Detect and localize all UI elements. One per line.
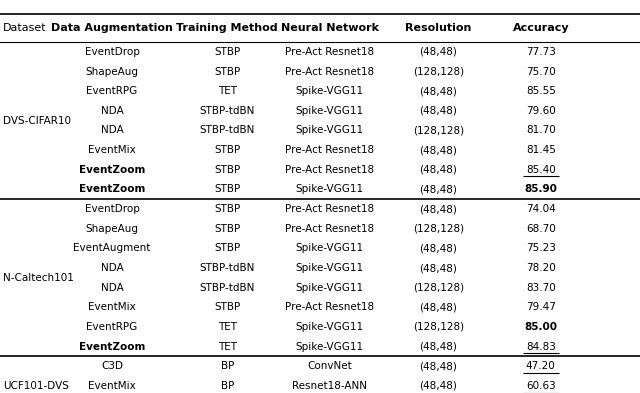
Text: 85.90: 85.90 xyxy=(524,184,557,195)
Text: STBP: STBP xyxy=(214,145,241,155)
Text: EventDrop: EventDrop xyxy=(84,204,140,214)
Text: ConvNet: ConvNet xyxy=(307,361,352,371)
Text: 68.70: 68.70 xyxy=(526,224,556,234)
Text: UCF101-DVS: UCF101-DVS xyxy=(3,381,69,391)
Text: EventDrop: EventDrop xyxy=(84,47,140,57)
Text: Neural Network: Neural Network xyxy=(280,23,379,33)
Text: EventRPG: EventRPG xyxy=(86,86,138,96)
Text: BP: BP xyxy=(221,361,234,371)
Text: Pre-Act Resnet18: Pre-Act Resnet18 xyxy=(285,47,374,57)
Text: Spike-VGG11: Spike-VGG11 xyxy=(296,283,364,293)
Text: EventAugment: EventAugment xyxy=(74,243,150,253)
Text: (128,128): (128,128) xyxy=(413,322,464,332)
Text: Training Method: Training Method xyxy=(177,23,278,33)
Text: Spike-VGG11: Spike-VGG11 xyxy=(296,342,364,352)
Text: DVS-CIFAR10: DVS-CIFAR10 xyxy=(3,116,71,126)
Text: 79.47: 79.47 xyxy=(526,302,556,312)
Text: Spike-VGG11: Spike-VGG11 xyxy=(296,184,364,195)
Text: Resnet18-ANN: Resnet18-ANN xyxy=(292,381,367,391)
Text: 79.60: 79.60 xyxy=(526,106,556,116)
Text: NDA: NDA xyxy=(100,125,124,136)
Text: 75.70: 75.70 xyxy=(526,66,556,77)
Text: (48,48): (48,48) xyxy=(419,381,458,391)
Text: STBP: STBP xyxy=(214,204,241,214)
Text: (48,48): (48,48) xyxy=(419,263,458,273)
Text: Dataset: Dataset xyxy=(3,23,47,33)
Text: (128,128): (128,128) xyxy=(413,66,464,77)
Text: BP: BP xyxy=(221,381,234,391)
Text: Pre-Act Resnet18: Pre-Act Resnet18 xyxy=(285,302,374,312)
Text: STBP-tdBN: STBP-tdBN xyxy=(200,125,255,136)
Text: STBP: STBP xyxy=(214,302,241,312)
Text: STBP: STBP xyxy=(214,184,241,195)
Text: (48,48): (48,48) xyxy=(419,184,458,195)
Text: (128,128): (128,128) xyxy=(413,224,464,234)
Text: TET: TET xyxy=(218,322,237,332)
Text: STBP-tdBN: STBP-tdBN xyxy=(200,106,255,116)
Text: NDA: NDA xyxy=(100,106,124,116)
Text: (48,48): (48,48) xyxy=(419,106,458,116)
Text: 74.04: 74.04 xyxy=(526,204,556,214)
Text: Pre-Act Resnet18: Pre-Act Resnet18 xyxy=(285,224,374,234)
Text: 85.00: 85.00 xyxy=(524,322,557,332)
Text: Spike-VGG11: Spike-VGG11 xyxy=(296,243,364,253)
Text: 47.20: 47.20 xyxy=(526,361,556,371)
Text: Spike-VGG11: Spike-VGG11 xyxy=(296,106,364,116)
Text: Resolution: Resolution xyxy=(405,23,472,33)
Text: EventZoom: EventZoom xyxy=(79,165,145,175)
Text: STBP: STBP xyxy=(214,224,241,234)
Text: EventMix: EventMix xyxy=(88,145,136,155)
Text: EventMix: EventMix xyxy=(88,381,136,391)
Text: Spike-VGG11: Spike-VGG11 xyxy=(296,86,364,96)
Text: Data Augmentation: Data Augmentation xyxy=(51,23,173,33)
Text: Spike-VGG11: Spike-VGG11 xyxy=(296,322,364,332)
Text: (48,48): (48,48) xyxy=(419,165,458,175)
Text: 78.20: 78.20 xyxy=(526,263,556,273)
Text: 60.63: 60.63 xyxy=(526,381,556,391)
Text: STBP: STBP xyxy=(214,165,241,175)
Text: ShapeAug: ShapeAug xyxy=(86,66,138,77)
Text: TET: TET xyxy=(218,342,237,352)
Text: 75.23: 75.23 xyxy=(526,243,556,253)
Text: (128,128): (128,128) xyxy=(413,283,464,293)
Text: (48,48): (48,48) xyxy=(419,47,458,57)
Text: STBP-tdBN: STBP-tdBN xyxy=(200,283,255,293)
Text: STBP: STBP xyxy=(214,66,241,77)
Text: 81.45: 81.45 xyxy=(526,145,556,155)
Text: NDA: NDA xyxy=(100,283,124,293)
Text: (48,48): (48,48) xyxy=(419,342,458,352)
Text: EventZoom: EventZoom xyxy=(79,184,145,195)
Text: STBP: STBP xyxy=(214,243,241,253)
Text: EventMix: EventMix xyxy=(88,302,136,312)
Text: (48,48): (48,48) xyxy=(419,243,458,253)
Text: 85.55: 85.55 xyxy=(526,86,556,96)
Text: 81.70: 81.70 xyxy=(526,125,556,136)
Text: 77.73: 77.73 xyxy=(526,47,556,57)
Text: (128,128): (128,128) xyxy=(413,125,464,136)
Text: Pre-Act Resnet18: Pre-Act Resnet18 xyxy=(285,204,374,214)
Text: EventRPG: EventRPG xyxy=(86,322,138,332)
Text: (48,48): (48,48) xyxy=(419,86,458,96)
Text: Spike-VGG11: Spike-VGG11 xyxy=(296,125,364,136)
Text: 84.83: 84.83 xyxy=(526,342,556,352)
Text: Accuracy: Accuracy xyxy=(513,23,569,33)
Text: Pre-Act Resnet18: Pre-Act Resnet18 xyxy=(285,145,374,155)
Text: STBP: STBP xyxy=(214,47,241,57)
Text: (48,48): (48,48) xyxy=(419,145,458,155)
Text: (48,48): (48,48) xyxy=(419,361,458,371)
Text: NDA: NDA xyxy=(100,263,124,273)
Text: N-Caltech101: N-Caltech101 xyxy=(3,273,74,283)
Text: 85.40: 85.40 xyxy=(526,165,556,175)
Text: EventZoom: EventZoom xyxy=(79,342,145,352)
Text: (48,48): (48,48) xyxy=(419,302,458,312)
Text: STBP-tdBN: STBP-tdBN xyxy=(200,263,255,273)
Text: 83.70: 83.70 xyxy=(526,283,556,293)
Text: (48,48): (48,48) xyxy=(419,204,458,214)
Text: Pre-Act Resnet18: Pre-Act Resnet18 xyxy=(285,66,374,77)
Text: Pre-Act Resnet18: Pre-Act Resnet18 xyxy=(285,165,374,175)
Text: Spike-VGG11: Spike-VGG11 xyxy=(296,263,364,273)
Text: ShapeAug: ShapeAug xyxy=(86,224,138,234)
Text: TET: TET xyxy=(218,86,237,96)
Text: C3D: C3D xyxy=(101,361,123,371)
